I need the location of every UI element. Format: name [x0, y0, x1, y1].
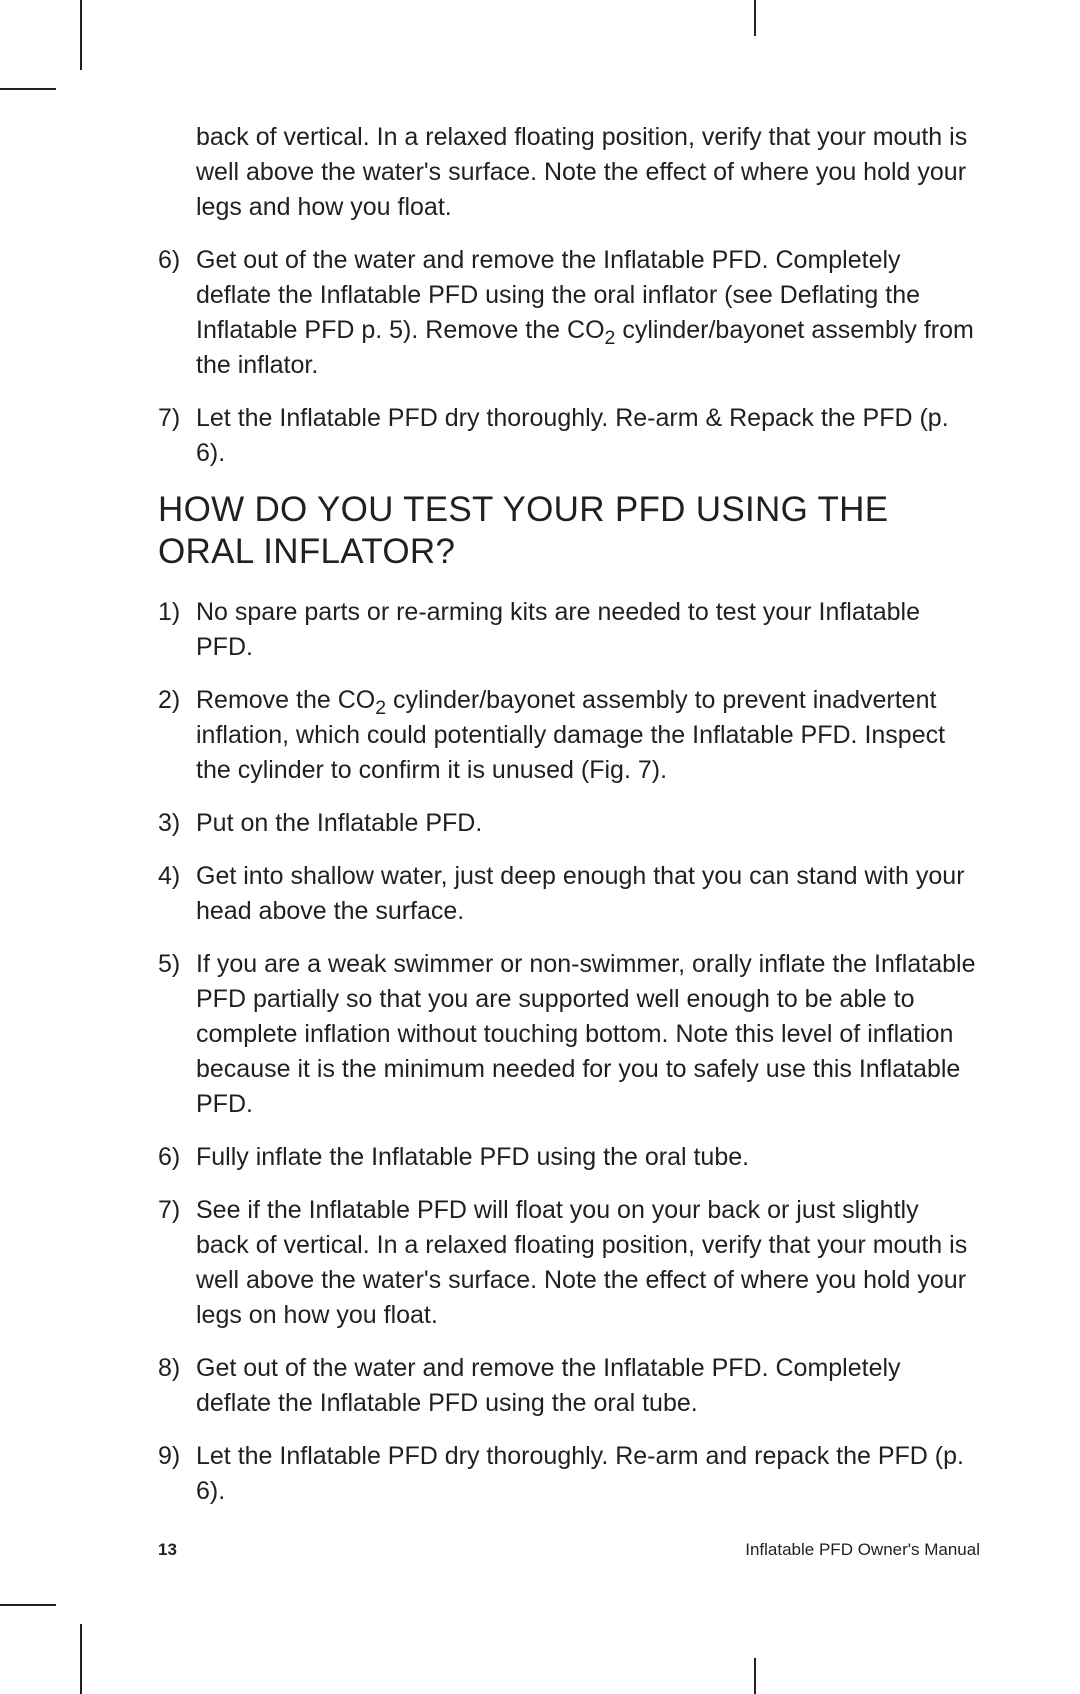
- list-item: 2)Remove the CO2 cylinder/bayonet assemb…: [158, 683, 978, 788]
- crop-mark: [754, 1658, 756, 1694]
- list-item-number: 4): [158, 859, 196, 894]
- crop-mark: [754, 0, 756, 36]
- list-item-text: No spare parts or re-arming kits are nee…: [196, 595, 978, 665]
- list-item-number: 8): [158, 1351, 196, 1386]
- crop-mark: [80, 0, 82, 70]
- list-item: 6)Fully inflate the Inflatable PFD using…: [158, 1140, 978, 1175]
- list-item-number: 3): [158, 806, 196, 841]
- list-item: 1)No spare parts or re-arming kits are n…: [158, 595, 978, 665]
- list-item-text: Put on the Inflatable PFD.: [196, 806, 978, 841]
- list-item-number: 5): [158, 947, 196, 982]
- list-item-text: Get out of the water and remove the Infl…: [196, 1351, 978, 1421]
- list-item: 7)See if the Inflatable PFD will float y…: [158, 1193, 978, 1333]
- crop-mark: [80, 1624, 82, 1694]
- list-item-text: Fully inflate the Inflatable PFD using t…: [196, 1140, 978, 1175]
- list-item-text: Let the Inflatable PFD dry thoroughly. R…: [196, 1439, 978, 1509]
- list-item: 5)If you are a weak swimmer or non-swimm…: [158, 947, 978, 1122]
- list-item-text: If you are a weak swimmer or non-swimmer…: [196, 947, 978, 1122]
- footer-title: Inflatable PFD Owner's Manual: [745, 1540, 980, 1560]
- list-item-number: 1): [158, 595, 196, 630]
- numbered-list-top: 6)Get out of the water and remove the In…: [158, 243, 978, 471]
- list-item: 8)Get out of the water and remove the In…: [158, 1351, 978, 1421]
- list-item-number: 6): [158, 1140, 196, 1175]
- list-item-number: 7): [158, 1193, 196, 1228]
- crop-mark: [0, 88, 56, 90]
- list-item-number: 7): [158, 401, 196, 436]
- list-item-number: 6): [158, 243, 196, 278]
- page-content: back of vertical. In a relaxed floating …: [158, 120, 978, 1580]
- list-item-text: Get out of the water and remove the Infl…: [196, 243, 978, 383]
- page-number: 13: [158, 1540, 177, 1560]
- numbered-list-main: 1)No spare parts or re-arming kits are n…: [158, 595, 978, 1509]
- list-item: 9)Let the Inflatable PFD dry thoroughly.…: [158, 1439, 978, 1509]
- list-item-number: 2): [158, 683, 196, 718]
- continued-paragraph: back of vertical. In a relaxed floating …: [196, 120, 978, 225]
- list-item-text: Remove the CO2 cylinder/bayonet assembly…: [196, 683, 978, 788]
- subscript: 2: [375, 697, 386, 719]
- list-item: 7)Let the Inflatable PFD dry thoroughly.…: [158, 401, 978, 471]
- subscript: 2: [605, 327, 616, 349]
- list-item-text: Let the Inflatable PFD dry thoroughly. R…: [196, 401, 978, 471]
- list-item: 4)Get into shallow water, just deep enou…: [158, 859, 978, 929]
- page-footer: 13 Inflatable PFD Owner's Manual: [158, 1540, 980, 1560]
- section-heading: HOW DO YOU TEST YOUR PFD USING THE ORAL …: [158, 489, 978, 573]
- list-item-text: See if the Inflatable PFD will float you…: [196, 1193, 978, 1333]
- crop-mark: [0, 1604, 56, 1606]
- list-item: 3)Put on the Inflatable PFD.: [158, 806, 978, 841]
- list-item-number: 9): [158, 1439, 196, 1474]
- list-item: 6)Get out of the water and remove the In…: [158, 243, 978, 383]
- list-item-text: Get into shallow water, just deep enough…: [196, 859, 978, 929]
